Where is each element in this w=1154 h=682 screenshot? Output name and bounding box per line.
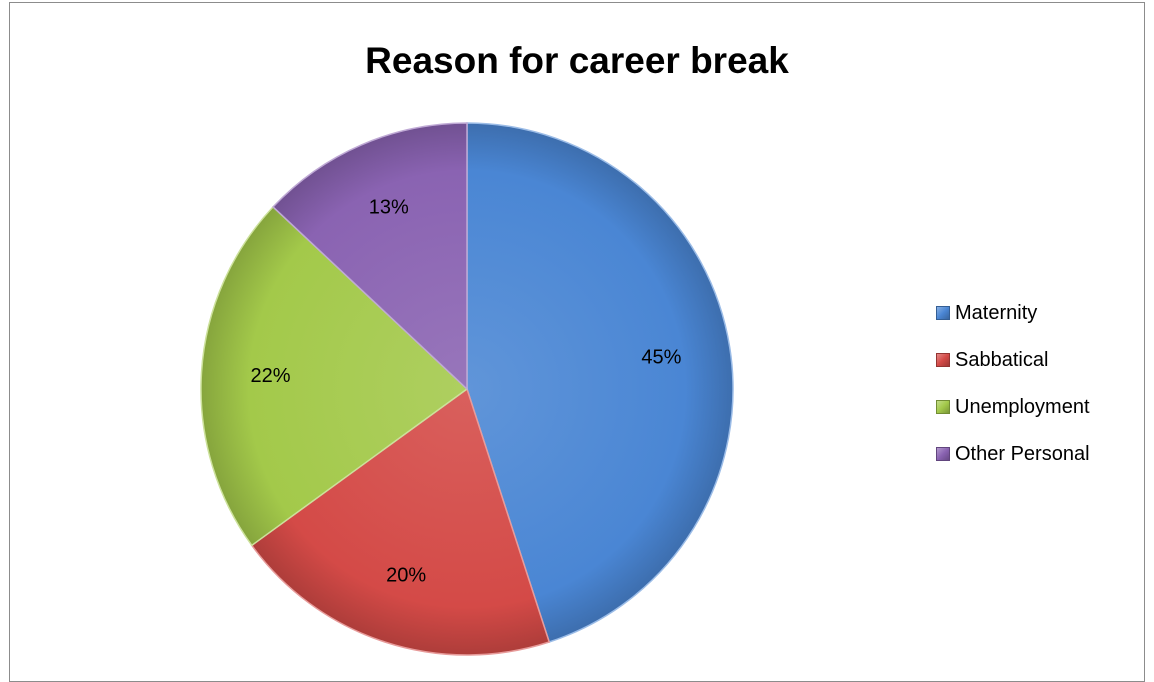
chart-title: Reason for career break (365, 40, 789, 81)
legend-item-other-personal: Other Personal (936, 443, 1090, 465)
pie-slice-unemployment (200, 205, 469, 547)
pie-slice-other-personal (272, 122, 468, 391)
pie-slice-maternity (466, 122, 734, 643)
legend-swatch (936, 447, 950, 461)
legend-item-maternity: Maternity (936, 302, 1090, 324)
data-label-sabbatical: 20% (386, 564, 426, 586)
data-label-unemployment: 22% (251, 365, 291, 387)
legend-label: Sabbatical (955, 348, 1049, 371)
chart-legend: Maternity Sabbatical Unemployment Other Per… (936, 302, 1090, 490)
legend-item-unemployment: Unemployment (936, 396, 1090, 418)
legend-swatch (936, 400, 950, 414)
legend-label: Unemployment (955, 395, 1090, 418)
legend-item-sabbatical: Sabbatical (936, 349, 1090, 371)
pie-slice-sabbatical (250, 387, 551, 656)
data-label-other-personal: 13% (369, 197, 409, 219)
legend-swatch (936, 306, 950, 320)
legend-swatch (936, 353, 950, 367)
data-label-maternity: 45% (641, 346, 681, 368)
legend-label: Maternity (955, 301, 1038, 324)
legend-label: Other Personal (955, 442, 1090, 465)
